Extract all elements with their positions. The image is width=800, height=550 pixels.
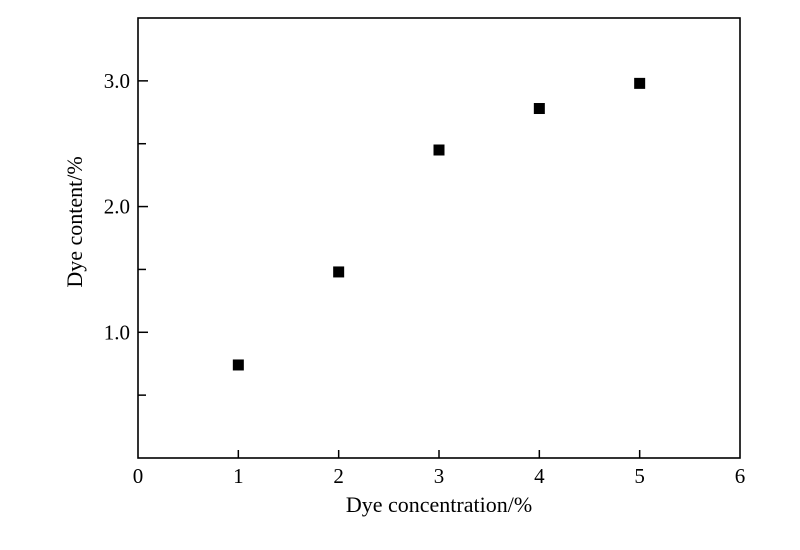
x-tick-label: 6 — [735, 464, 746, 488]
x-tick-label: 2 — [333, 464, 344, 488]
data-point — [533, 103, 545, 115]
x-tick-label: 0 — [133, 464, 144, 488]
y-axis-title: Dye content/% — [62, 156, 87, 287]
y-tick-label: 2.0 — [104, 195, 130, 219]
data-points — [232, 77, 646, 371]
x-tick-label: 5 — [634, 464, 645, 488]
data-point — [433, 144, 445, 156]
data-point — [634, 77, 646, 89]
x-axis-ticks: 0 1 2 3 4 5 6 — [133, 450, 746, 488]
y-axis-ticks: 1.0 2.0 3.0 — [104, 69, 148, 396]
y-tick-label: 3.0 — [104, 69, 130, 93]
data-point — [333, 266, 345, 278]
x-tick-label: 3 — [434, 464, 445, 488]
data-point — [232, 359, 244, 371]
plot-frame — [137, 17, 741, 459]
x-tick-label: 1 — [233, 464, 244, 488]
x-tick-label: 4 — [534, 464, 545, 488]
x-axis-title: Dye concentration/% — [346, 492, 532, 517]
y-tick-label: 1.0 — [104, 320, 130, 344]
